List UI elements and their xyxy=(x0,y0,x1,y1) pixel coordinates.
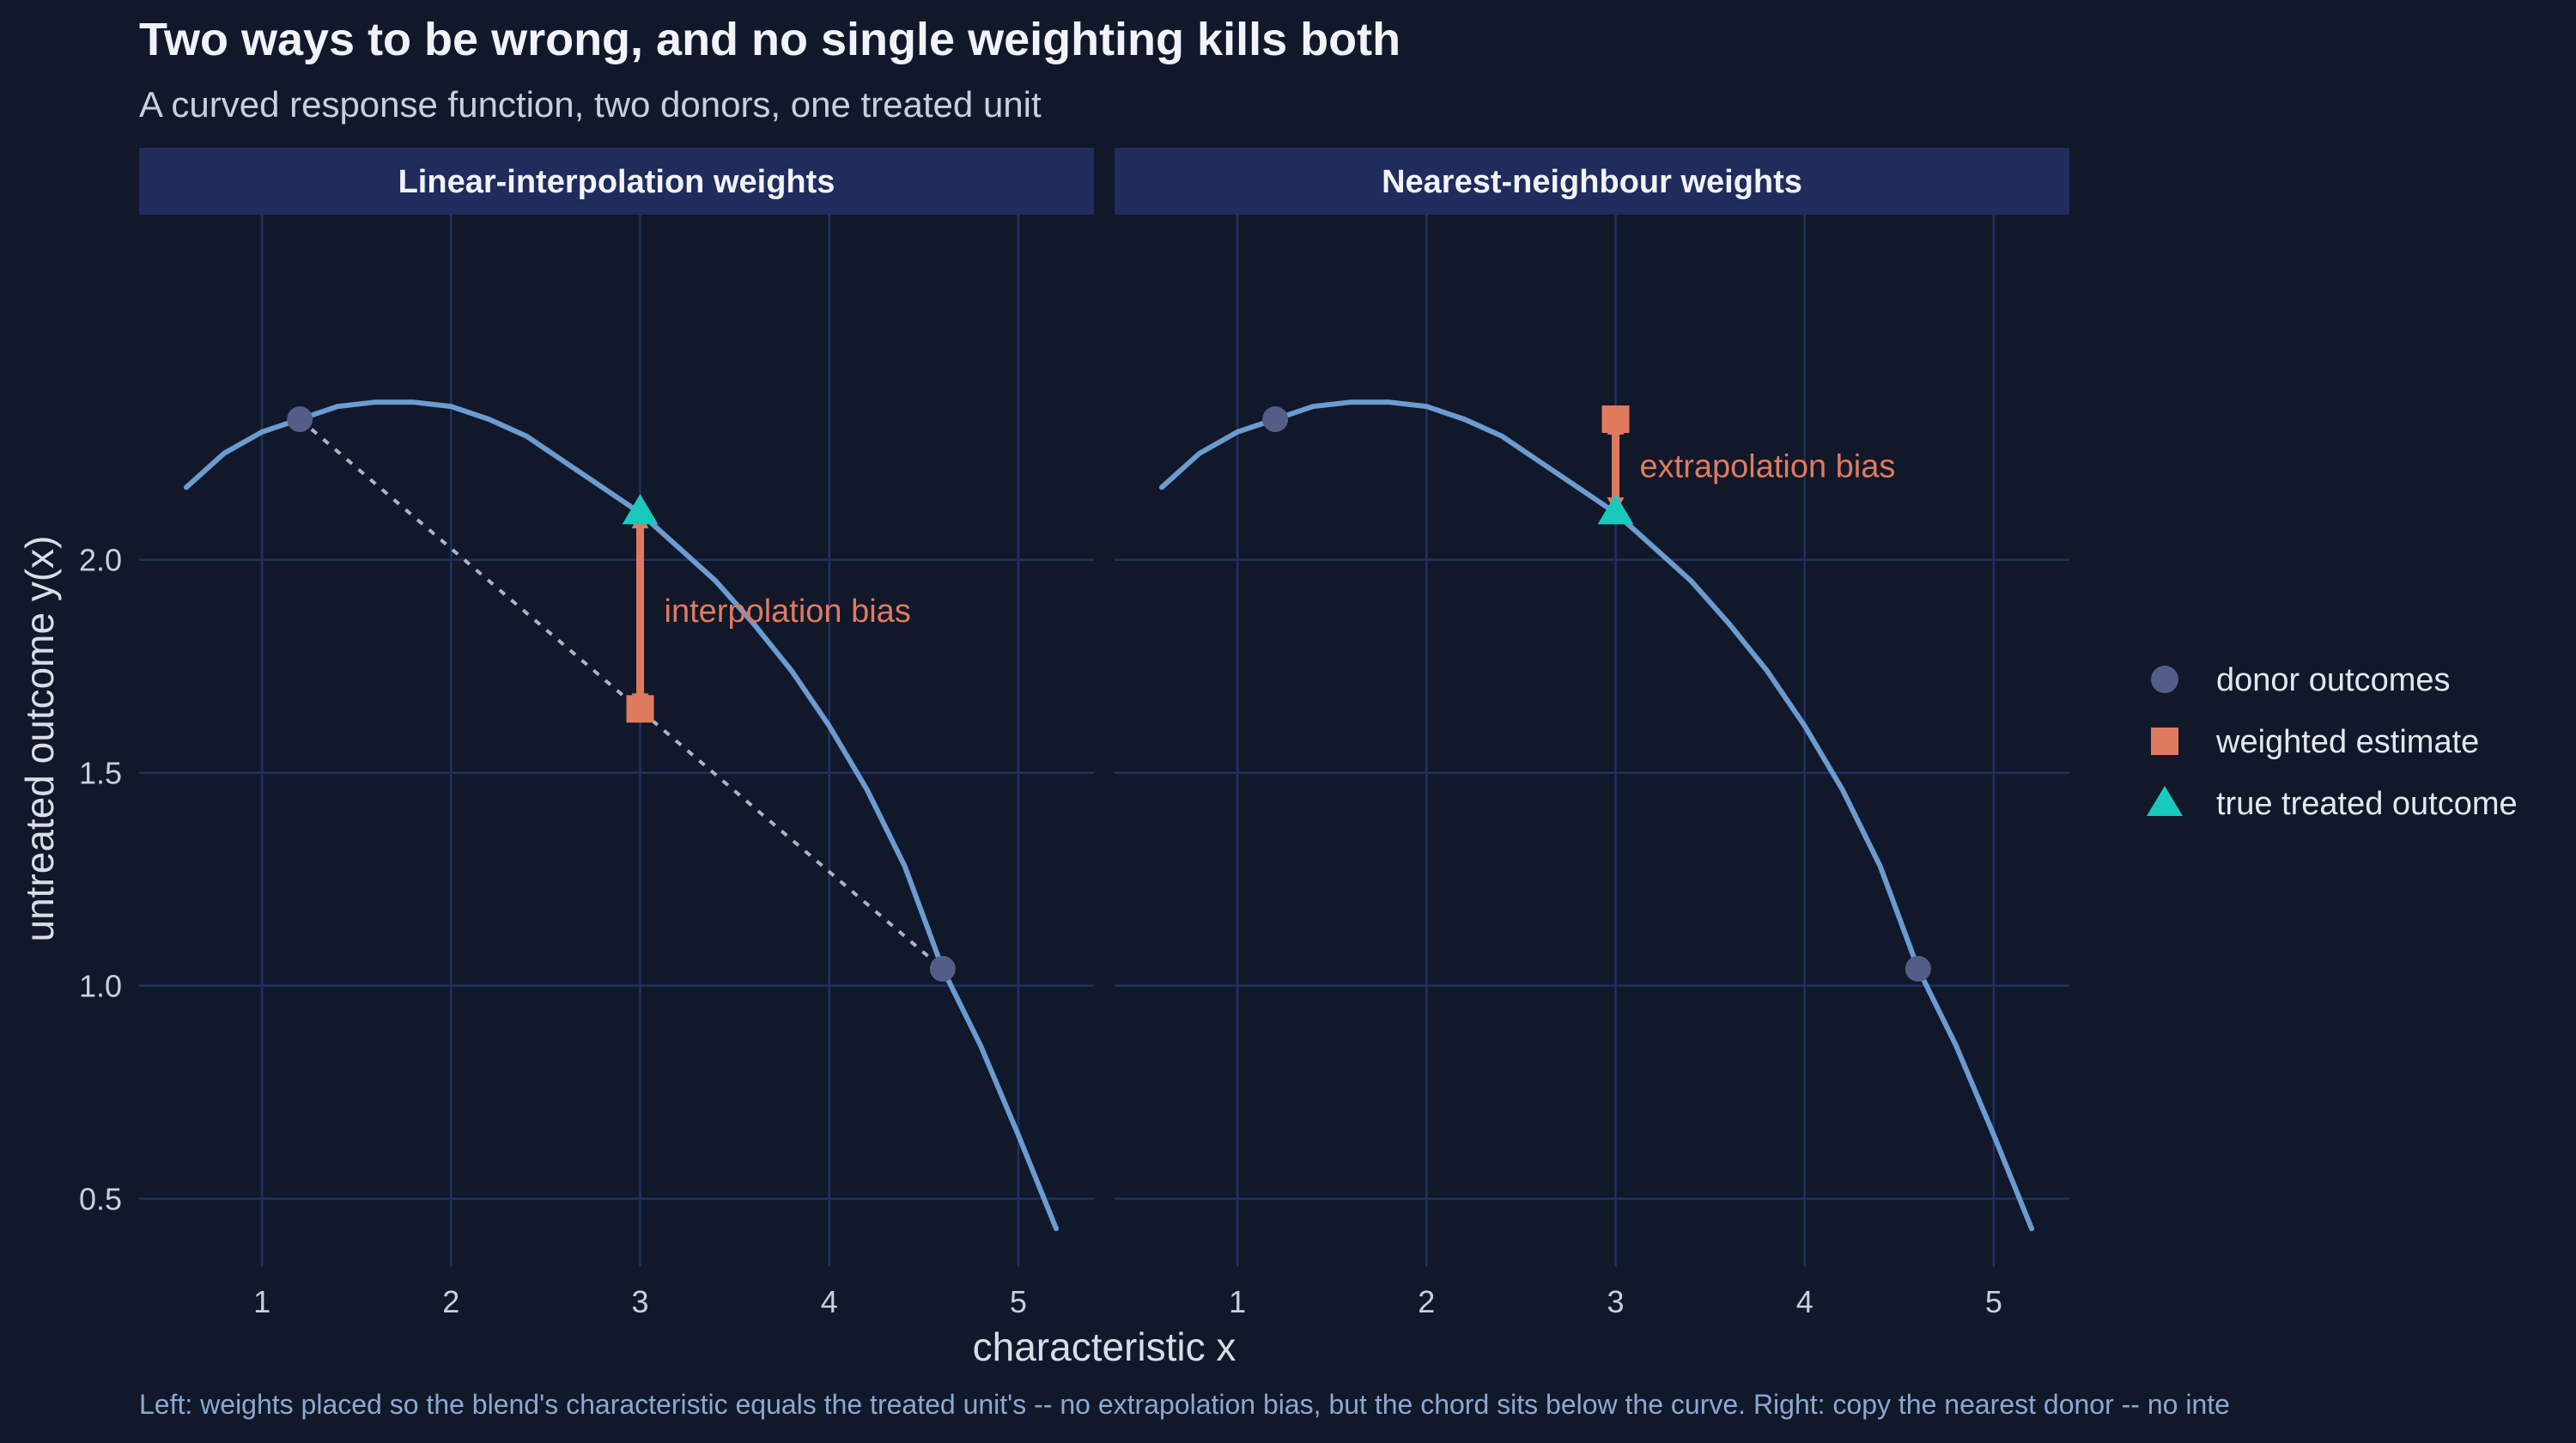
x-tick-label: 2 xyxy=(1418,1284,1435,1319)
response-curve xyxy=(1159,399,2034,1232)
legend-item: donor outcomes xyxy=(2151,662,2451,698)
response-curve xyxy=(184,399,1059,1232)
chart-title: Two ways to be wrong, and no single weig… xyxy=(139,14,1400,65)
chart-subtitle: A curved response function, two donors, … xyxy=(139,84,1042,125)
weighted-estimate-point xyxy=(1601,405,1630,434)
x-tick-label: 2 xyxy=(442,1284,459,1319)
donor-point xyxy=(1262,406,1289,433)
panel-strip xyxy=(139,148,1094,215)
legend-item: true treated outcome xyxy=(2147,786,2518,822)
legend-item: weighted estimate xyxy=(2151,724,2479,760)
panel-2: Nearest-neighbour weights 1 2 3 4 5 extrapolat… xyxy=(1115,148,2069,1319)
panel-strip-label: Linear-interpolation weights xyxy=(398,164,835,200)
panel-1: Linear-interpolation weights 1 2 3 4 5 0.5 1.0 1… xyxy=(79,148,1094,1319)
x-tick-label: 1 xyxy=(253,1284,270,1319)
x-tick-label: 1 xyxy=(1229,1284,1246,1319)
y-tick-label: 0.5 xyxy=(79,1182,122,1217)
y-tick-label: 1.0 xyxy=(79,969,122,1004)
legend-label: weighted estimate xyxy=(2215,724,2479,760)
panel-strip xyxy=(1115,148,2069,215)
bias-label: extrapolation bias xyxy=(1640,449,1896,485)
legend-key-circle xyxy=(2151,666,2178,693)
x-tick-label: 4 xyxy=(821,1284,838,1319)
facet-panels: Linear-interpolation weights 1 2 3 4 5 0.5 1.0 1… xyxy=(79,148,2069,1319)
interpolation-chord xyxy=(298,417,945,971)
y-tick-label: 2.0 xyxy=(79,543,122,578)
panel-strip-label: Nearest-neighbour weights xyxy=(1382,164,1802,200)
true-outcome-point xyxy=(622,494,659,525)
x-axis-title: characteristic x xyxy=(973,1324,1236,1369)
caption: Left: weights placed so the blend's char… xyxy=(139,1389,2230,1420)
y-tick-label: 1.5 xyxy=(79,756,122,791)
x-tick-label: 5 xyxy=(1985,1284,2002,1319)
legend-label: donor outcomes xyxy=(2216,662,2451,698)
legend: donor outcomes weighted estimate true trea… xyxy=(2147,662,2518,822)
legend-label: true treated outcome xyxy=(2216,786,2518,822)
donor-point xyxy=(287,406,313,433)
donor-point xyxy=(1905,955,1931,982)
x-tick-label: 5 xyxy=(1010,1284,1027,1319)
weighted-estimate-point xyxy=(626,695,654,723)
x-tick-label: 3 xyxy=(1607,1284,1625,1319)
donor-point xyxy=(929,955,956,982)
x-tick-label: 3 xyxy=(632,1284,649,1319)
legend-key-triangle xyxy=(2147,786,2183,816)
legend-key-square xyxy=(2151,728,2178,755)
y-axis-title: untreated outcome y(x) xyxy=(17,535,62,941)
true-outcome-point xyxy=(1597,494,1634,525)
bias-label: interpolation bias xyxy=(665,594,911,630)
x-tick-label: 4 xyxy=(1796,1284,1814,1319)
